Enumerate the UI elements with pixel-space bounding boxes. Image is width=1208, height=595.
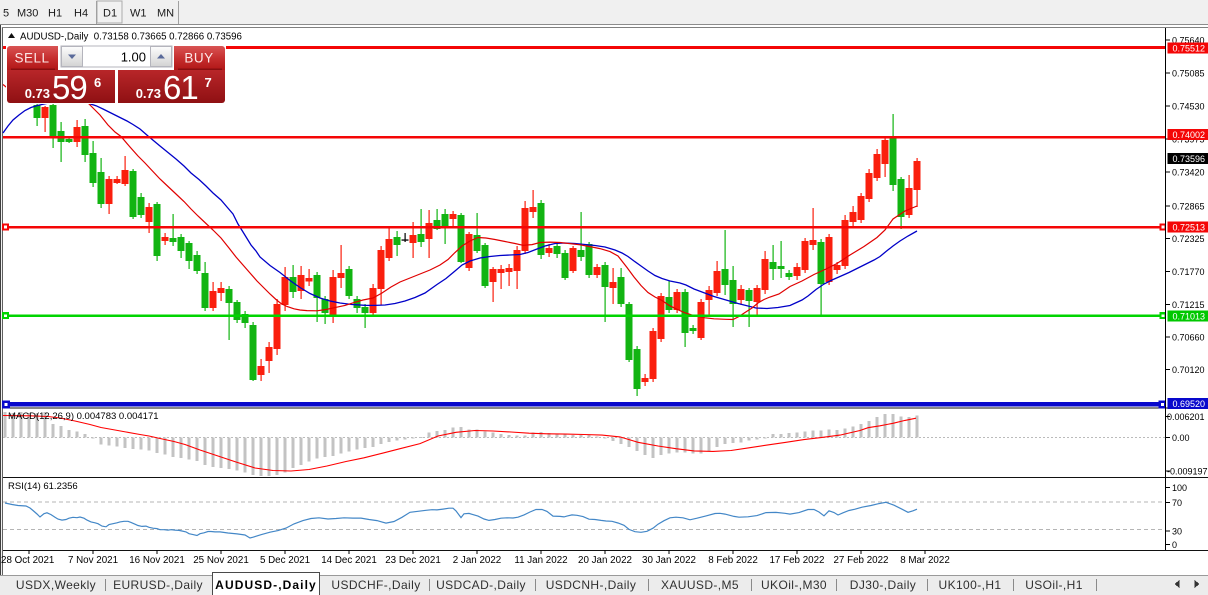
svg-text:AUDUSD-,Daily 0.73158 0.73665: AUDUSD-,Daily 0.73158 0.73665 0.72866 0.… xyxy=(20,32,242,43)
svg-text:7: 7 xyxy=(205,75,212,90)
svg-text:11 Jan 2022: 11 Jan 2022 xyxy=(514,555,567,566)
svg-text:59: 59 xyxy=(52,69,87,106)
svg-text:28 Oct 2021: 28 Oct 2021 xyxy=(1,555,54,566)
svg-text:MACD(12,26,9) 0.004783 0.00417: MACD(12,26,9) 0.004783 0.004171 xyxy=(8,411,159,422)
svg-text:61: 61 xyxy=(163,69,198,106)
svg-text:H4: H4 xyxy=(74,8,88,20)
svg-text:USOil-,H1: USOil-,H1 xyxy=(1025,578,1083,592)
svg-text:SELL: SELL xyxy=(14,51,49,66)
svg-text:0.00: 0.00 xyxy=(1172,433,1190,443)
svg-text:17 Feb 2022: 17 Feb 2022 xyxy=(769,555,824,566)
svg-text:XAUUSD-,M5: XAUUSD-,M5 xyxy=(661,578,739,592)
svg-text:0.75512: 0.75512 xyxy=(1173,44,1206,54)
svg-text:0.73420: 0.73420 xyxy=(1172,168,1205,178)
svg-text:5: 5 xyxy=(3,8,9,20)
svg-text:D1: D1 xyxy=(103,8,117,20)
svg-text:0.74002: 0.74002 xyxy=(1173,130,1206,140)
svg-text:UK100-,H1: UK100-,H1 xyxy=(939,578,1002,592)
svg-text:USDCNH-,Daily: USDCNH-,Daily xyxy=(546,578,637,592)
svg-text:5 Dec 2021: 5 Dec 2021 xyxy=(260,555,310,566)
svg-text:16 Nov 2021: 16 Nov 2021 xyxy=(129,555,185,566)
svg-text:MN: MN xyxy=(157,8,174,20)
svg-text:25 Nov 2021: 25 Nov 2021 xyxy=(193,555,249,566)
svg-text:14 Dec 2021: 14 Dec 2021 xyxy=(321,555,377,566)
svg-text:USDCHF-,Daily: USDCHF-,Daily xyxy=(331,578,420,592)
svg-text:0.69520: 0.69520 xyxy=(1173,399,1206,409)
svg-text:23 Dec 2021: 23 Dec 2021 xyxy=(385,555,441,566)
svg-text:30 Jan 2022: 30 Jan 2022 xyxy=(642,555,696,566)
svg-text:7 Nov 2021: 7 Nov 2021 xyxy=(68,555,118,566)
svg-text:0.74530: 0.74530 xyxy=(1172,102,1205,112)
svg-text:M30: M30 xyxy=(17,8,38,20)
svg-text:0.70120: 0.70120 xyxy=(1172,365,1205,375)
svg-text:0.72513: 0.72513 xyxy=(1173,223,1206,233)
svg-text:30: 30 xyxy=(1172,527,1182,537)
svg-text:6: 6 xyxy=(94,75,101,90)
svg-text:UKOil-,M30: UKOil-,M30 xyxy=(761,578,827,592)
svg-text:DJ30-,Daily: DJ30-,Daily xyxy=(850,578,916,592)
svg-text:0.73: 0.73 xyxy=(25,86,50,101)
svg-text:8 Feb 2022: 8 Feb 2022 xyxy=(708,555,758,566)
svg-text:0.72865: 0.72865 xyxy=(1172,202,1205,212)
svg-text:0: 0 xyxy=(1172,540,1177,550)
svg-text:2 Jan 2022: 2 Jan 2022 xyxy=(453,555,501,566)
svg-text:BUY: BUY xyxy=(184,51,213,66)
svg-text:8 Mar 2022: 8 Mar 2022 xyxy=(900,555,950,566)
svg-text:AUDUSD-,Daily: AUDUSD-,Daily xyxy=(215,578,317,592)
svg-text:0.75085: 0.75085 xyxy=(1172,69,1205,79)
svg-text:RSI(14) 61.2356: RSI(14) 61.2356 xyxy=(8,481,78,492)
svg-text:100: 100 xyxy=(1172,483,1187,493)
svg-text:20 Jan 2022: 20 Jan 2022 xyxy=(578,555,632,566)
svg-text:0.71215: 0.71215 xyxy=(1172,300,1205,310)
svg-text:70: 70 xyxy=(1172,498,1182,508)
svg-text:1.00: 1.00 xyxy=(121,50,146,65)
svg-text:USDCAD-,Daily: USDCAD-,Daily xyxy=(436,578,526,592)
svg-text:0.72325: 0.72325 xyxy=(1172,234,1205,244)
svg-text:0.71770: 0.71770 xyxy=(1172,267,1205,277)
svg-text:0.70660: 0.70660 xyxy=(1172,333,1205,343)
svg-text:0.71013: 0.71013 xyxy=(1173,312,1206,322)
svg-text:-0.009197: -0.009197 xyxy=(1167,467,1208,477)
svg-text:0.006201: 0.006201 xyxy=(1167,412,1205,422)
svg-text:W1: W1 xyxy=(130,8,147,20)
svg-text:EURUSD-,Daily: EURUSD-,Daily xyxy=(113,578,203,592)
svg-text:USDX,Weekly: USDX,Weekly xyxy=(16,578,96,592)
svg-text:0.73596: 0.73596 xyxy=(1173,154,1206,164)
svg-text:H1: H1 xyxy=(48,8,62,20)
svg-text:0.75640: 0.75640 xyxy=(1172,36,1205,46)
svg-text:0.73: 0.73 xyxy=(136,86,161,101)
svg-text:27 Feb 2022: 27 Feb 2022 xyxy=(833,555,888,566)
